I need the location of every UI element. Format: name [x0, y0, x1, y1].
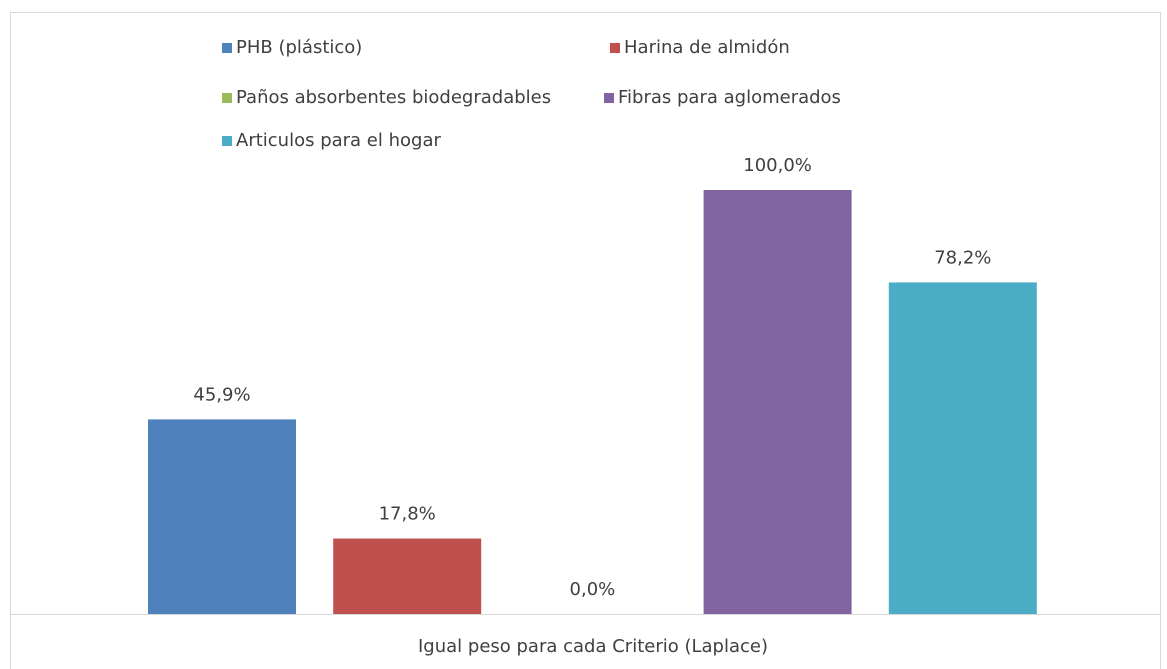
legend-swatch	[610, 43, 620, 53]
data-label: 45,9%	[193, 384, 250, 405]
legend-swatch	[222, 43, 232, 53]
legend-swatch	[604, 93, 614, 103]
legend-swatch	[222, 93, 232, 103]
data-label: 78,2%	[934, 247, 991, 268]
legend-label: Fibras para aglomerados	[618, 87, 841, 108]
legend-label: Paños absorbentes biodegradables	[236, 87, 551, 108]
legend-label: PHB (plástico)	[236, 37, 362, 58]
data-label: 17,8%	[379, 504, 436, 525]
legend-label: Harina de almidón	[624, 37, 790, 58]
x-tick-label: Igual peso para cada Criterio (Laplace)	[418, 636, 768, 657]
data-label: 0,0%	[570, 579, 616, 600]
bar	[148, 419, 296, 614]
data-label: 100,0%	[743, 155, 812, 176]
bar	[888, 282, 1037, 614]
legend-swatch	[222, 136, 232, 146]
bar	[703, 190, 852, 614]
legend-label: Articulos para el hogar	[236, 130, 441, 151]
bar	[333, 538, 482, 614]
